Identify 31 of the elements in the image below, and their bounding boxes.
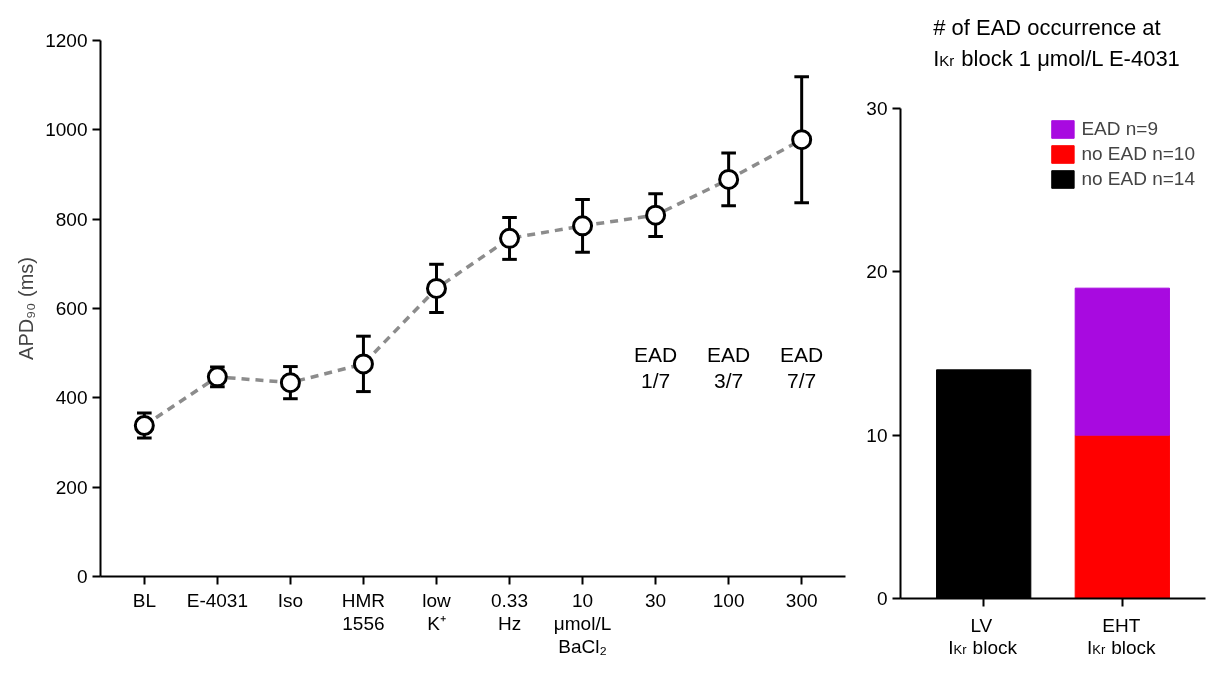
x-tick-label: HMR 1556 [341, 589, 386, 634]
y-tick-label: 30 [866, 98, 888, 119]
y-tick-label: 1000 [45, 119, 88, 141]
x-tick-label: 30 [645, 589, 667, 611]
y-axis-title: APD₉₀ (ms) [15, 257, 38, 360]
chart-title: # of EAD occurrence at IKr block 1 μmol/L E-4031 [933, 14, 1180, 72]
y-tick-label: 0 [76, 566, 88, 587]
y-tick-label: 20 [866, 261, 888, 283]
legend-label: EAD n=9 [1081, 118, 1159, 140]
x-tick-label: 10 μmol/L BaCl₂ [553, 589, 612, 657]
x-tick-label: 0.33 Hz [491, 589, 529, 634]
x-tick-label: Iso [277, 589, 304, 611]
annotation: EAD 1/7 [634, 342, 678, 393]
legend-label: no EAD n=10 [1081, 143, 1195, 165]
x-tick-label: LV IKr block [948, 614, 1018, 659]
x-tick-label: EHT IKr block [1086, 614, 1157, 659]
annotation: EAD 7/7 [780, 342, 824, 393]
x-tick-label: 300 [785, 589, 818, 611]
y-tick-label: 200 [55, 476, 88, 498]
x-tick-label: BL [132, 589, 156, 611]
x-tick-label: E-4031 [186, 589, 249, 611]
annotation: EAD 3/7 [707, 342, 751, 393]
y-tick-label: 400 [55, 387, 88, 409]
y-tick-label: 0 [876, 588, 888, 609]
x-tick-label: 100 [712, 589, 745, 611]
x-tick-label: low K⁺ [422, 589, 452, 634]
y-tick-label: 10 [866, 424, 888, 446]
legend-label: no EAD n=14 [1081, 168, 1195, 190]
y-tick-label: 800 [55, 208, 88, 230]
y-tick-label: 600 [55, 298, 88, 319]
y-tick-label: 1200 [45, 30, 88, 51]
